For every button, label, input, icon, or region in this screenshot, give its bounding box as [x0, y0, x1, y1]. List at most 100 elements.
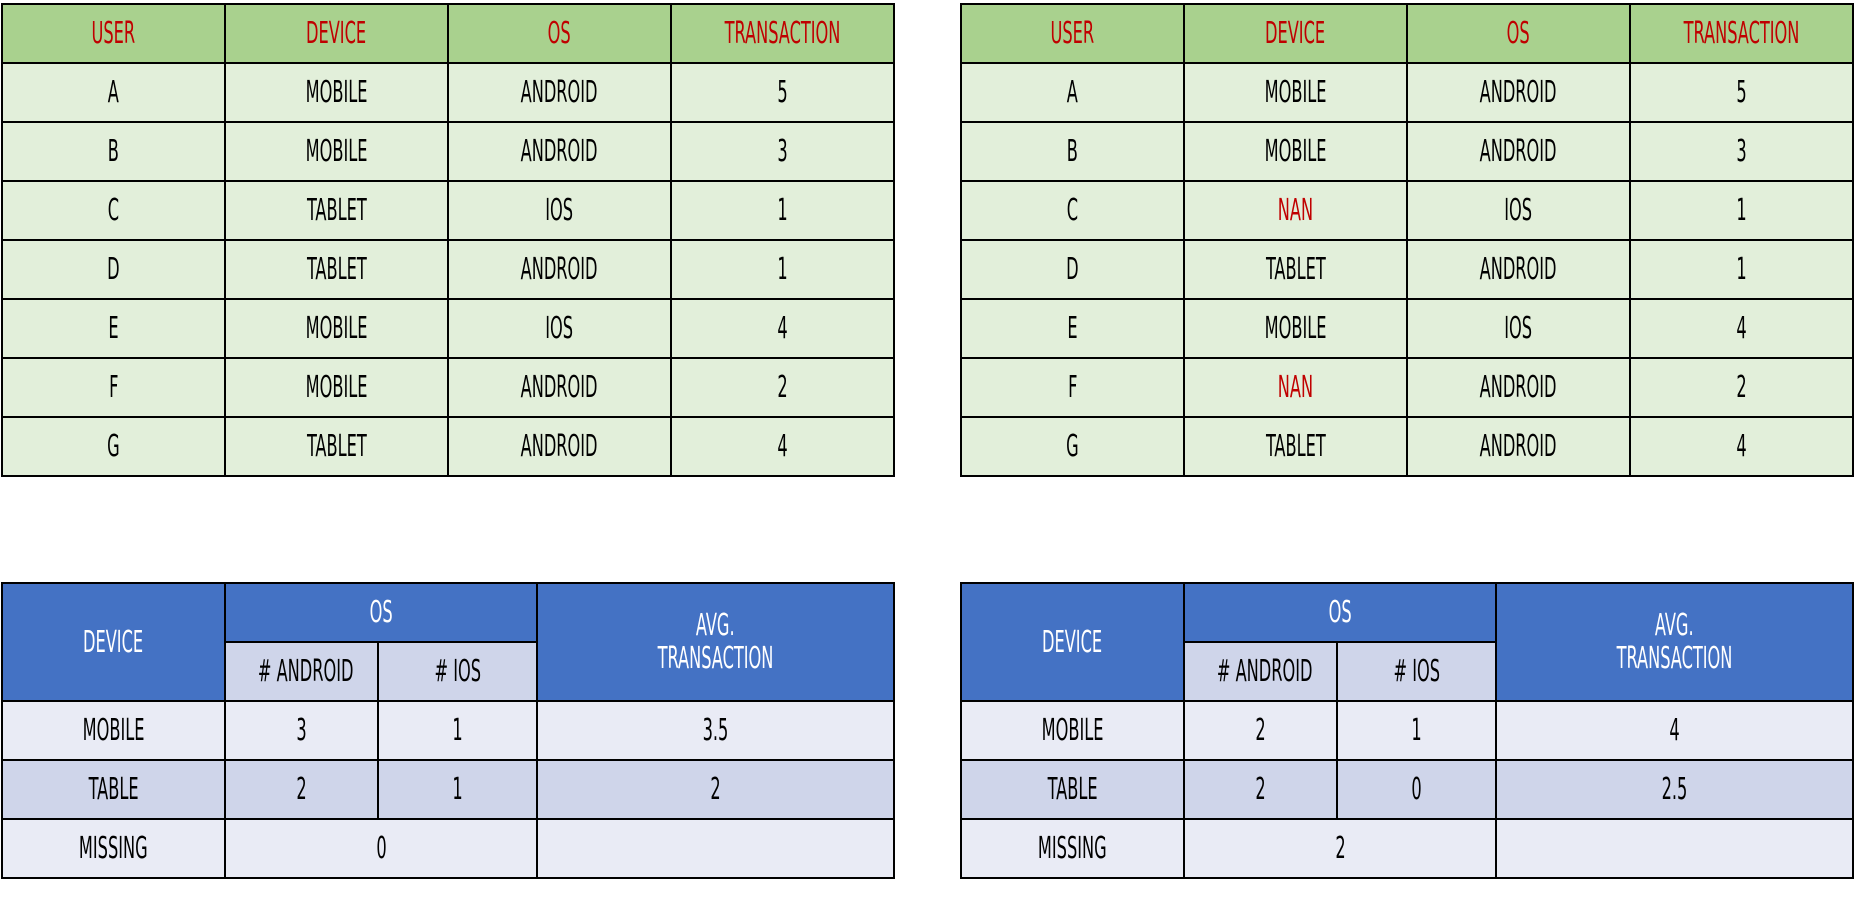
transaction-cell: 1	[1629, 180, 1854, 241]
table-row: E MOBILE IOS 4	[960, 298, 1854, 359]
os-cell: ANDROID	[1406, 416, 1631, 477]
table-row: G TABLET ANDROID 4	[1, 416, 895, 477]
summary-table-with-missing: DEVICE OS AVG. TRANSACTION # ANDROID # I…	[960, 582, 1854, 879]
avg-label-line1: AVG.	[696, 608, 735, 643]
avg-label-line2: TRANSACTION	[1616, 641, 1733, 676]
raw-data-table-with-missing: USER DEVICE OS TRANSACTION A MOBILE ANDR…	[960, 3, 1854, 477]
user-cell: E	[1, 298, 226, 359]
os-cell: ANDROID	[447, 239, 672, 300]
col-header-user: USER	[1, 3, 226, 64]
avg-transaction: 3.5	[536, 700, 895, 761]
user-cell: F	[1, 357, 226, 418]
summary-subheader-ios: # IOS	[1336, 641, 1498, 702]
user-cell: D	[1, 239, 226, 300]
table-row: F MOBILE ANDROID 2	[1, 357, 895, 418]
os-cell: IOS	[447, 298, 672, 359]
device-cell-missing: NAN	[1183, 180, 1408, 241]
summary-row-missing: MISSING 0	[1, 818, 895, 879]
device-cell: MOBILE	[224, 121, 449, 182]
avg-transaction: 2.5	[1495, 759, 1854, 820]
device-label: MOBILE	[1, 700, 226, 761]
transaction-cell: 1	[670, 239, 895, 300]
os-cell: IOS	[1406, 298, 1631, 359]
table-row: C TABLET IOS 1	[1, 180, 895, 241]
transaction-cell: 1	[670, 180, 895, 241]
device-cell: TABLET	[224, 416, 449, 477]
user-cell: C	[960, 180, 1185, 241]
transaction-cell: 4	[1629, 416, 1854, 477]
summary-row-table: TABLE 2 1 2	[1, 759, 895, 820]
raw-data-table-original: USER DEVICE OS TRANSACTION A MOBILE ANDR…	[1, 3, 895, 477]
transaction-cell: 5	[1629, 62, 1854, 123]
col-header-device: DEVICE	[1183, 3, 1408, 64]
table-row: B MOBILE ANDROID 3	[960, 121, 1854, 182]
avg-label-line2: TRANSACTION	[657, 641, 774, 676]
device-cell: MOBILE	[224, 62, 449, 123]
device-cell-missing: NAN	[1183, 357, 1408, 418]
device-cell: TABLET	[224, 239, 449, 300]
transaction-cell: 2	[670, 357, 895, 418]
device-label: TABLE	[1, 759, 226, 820]
table-row: F NAN ANDROID 2	[960, 357, 1854, 418]
summary-header-device: DEVICE	[960, 582, 1185, 702]
transaction-cell: 4	[1629, 298, 1854, 359]
user-cell: B	[1, 121, 226, 182]
table-row: E MOBILE IOS 4	[1, 298, 895, 359]
table-row: D TABLET ANDROID 1	[960, 239, 1854, 300]
user-cell: A	[960, 62, 1185, 123]
user-cell: B	[960, 121, 1185, 182]
os-cell: ANDROID	[447, 121, 672, 182]
os-cell: ANDROID	[1406, 357, 1631, 418]
os-cell: ANDROID	[1406, 239, 1631, 300]
os-cell: ANDROID	[447, 357, 672, 418]
transaction-cell: 4	[670, 416, 895, 477]
summary-subheader-ios: # IOS	[377, 641, 539, 702]
raw-header-row: USER DEVICE OS TRANSACTION	[960, 3, 1854, 64]
ios-count: 1	[377, 759, 539, 820]
summary-subheader-android: # ANDROID	[223, 641, 380, 702]
missing-count: 2	[1182, 818, 1498, 879]
os-cell: ANDROID	[447, 62, 672, 123]
android-count: 2	[1182, 759, 1339, 820]
table-row: A MOBILE ANDROID 5	[1, 62, 895, 123]
user-cell: A	[1, 62, 226, 123]
col-header-os: OS	[1406, 3, 1631, 64]
col-header-device: DEVICE	[224, 3, 449, 64]
col-header-transaction: TRANSACTION	[1629, 3, 1854, 64]
device-cell: TABLET	[224, 180, 449, 241]
raw-header-row: USER DEVICE OS TRANSACTION	[1, 3, 895, 64]
table-row: C NAN IOS 1	[960, 180, 1854, 241]
user-cell: D	[960, 239, 1185, 300]
os-cell: IOS	[1406, 180, 1631, 241]
os-cell: ANDROID	[447, 416, 672, 477]
device-cell: MOBILE	[1183, 62, 1408, 123]
summary-row-missing: MISSING 2	[960, 818, 1854, 879]
user-cell: E	[960, 298, 1185, 359]
device-cell: MOBILE	[224, 357, 449, 418]
avg-transaction	[536, 818, 895, 879]
transaction-cell: 3	[1629, 121, 1854, 182]
summary-row-mobile: MOBILE 2 1 4	[960, 700, 1854, 761]
transaction-cell: 2	[1629, 357, 1854, 418]
device-label: TABLE	[960, 759, 1185, 820]
android-count: 3	[223, 700, 380, 761]
device-cell: TABLET	[1183, 239, 1408, 300]
table-row: A MOBILE ANDROID 5	[960, 62, 1854, 123]
summary-header-device: DEVICE	[1, 582, 226, 702]
table-row: G TABLET ANDROID 4	[960, 416, 1854, 477]
device-cell: TABLET	[1183, 416, 1408, 477]
user-cell: G	[1, 416, 226, 477]
avg-label-line1: AVG.	[1655, 608, 1694, 643]
ios-count: 1	[377, 700, 539, 761]
transaction-cell: 1	[1629, 239, 1854, 300]
summary-subheader-android: # ANDROID	[1182, 641, 1339, 702]
col-header-os: OS	[447, 3, 672, 64]
summary-subheader-row: # ANDROID # IOS	[961, 641, 1853, 702]
table-row: B MOBILE ANDROID 3	[1, 121, 895, 182]
user-cell: C	[1, 180, 226, 241]
ios-count: 1	[1336, 700, 1498, 761]
missing-count: 0	[223, 818, 539, 879]
android-count: 2	[1182, 700, 1339, 761]
device-label: MOBILE	[960, 700, 1185, 761]
summary-header-avg-transaction: AVG. TRANSACTION	[536, 582, 895, 702]
